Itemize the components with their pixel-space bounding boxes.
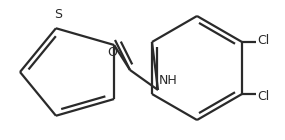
Text: NH: NH	[159, 74, 178, 87]
Text: Cl: Cl	[257, 89, 269, 102]
Text: O: O	[107, 46, 117, 59]
Text: S: S	[54, 8, 62, 21]
Text: Cl: Cl	[257, 33, 269, 46]
